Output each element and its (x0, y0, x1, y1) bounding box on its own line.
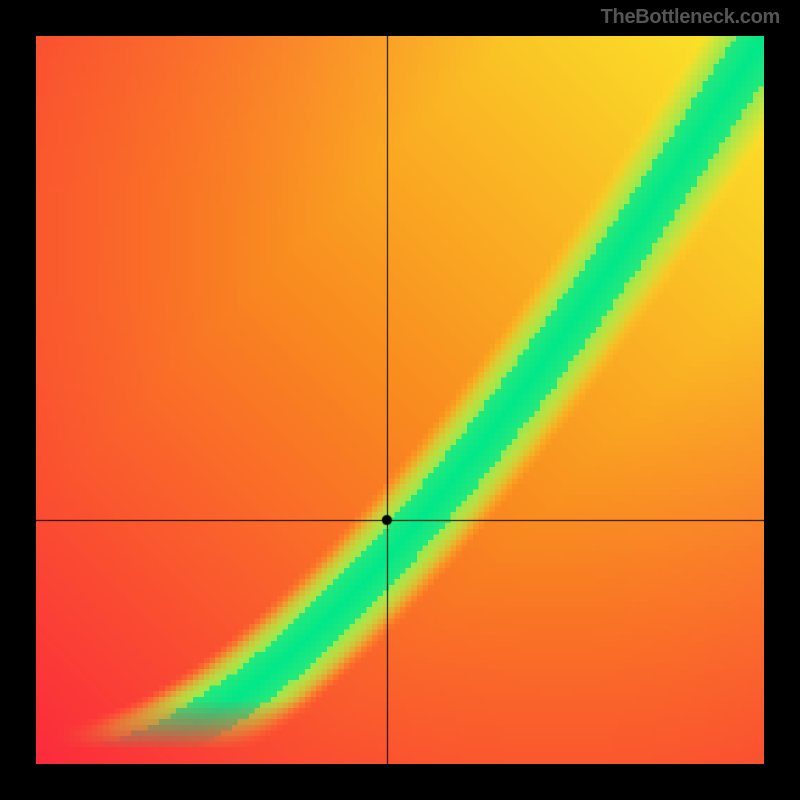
watermark-text: TheBottleneck.com (601, 6, 780, 29)
chart-container: { "watermark": "TheBottleneck.com", "can… (0, 0, 800, 800)
crosshair-overlay (36, 36, 764, 764)
